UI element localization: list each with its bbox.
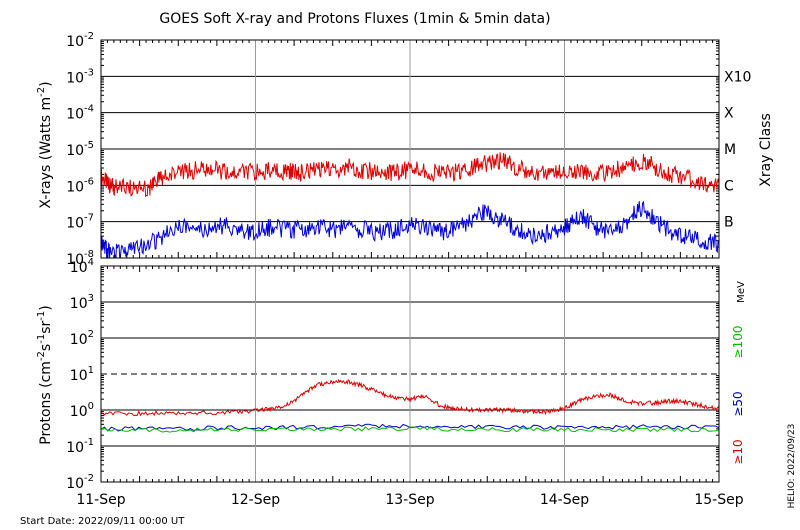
protons-y-axis-label-mid2: sr — [38, 320, 54, 333]
series-line — [101, 426, 719, 433]
y-tick-label: 10-2 — [66, 473, 94, 492]
y-tick-label: 102 — [70, 329, 94, 348]
series-line — [101, 200, 719, 258]
mev-axis-title: MeV — [736, 281, 747, 303]
panel-frame — [100, 265, 720, 483]
y-tick-label: 100 — [70, 401, 94, 420]
protons-y-axis-label-sup3: -1 — [36, 311, 47, 321]
chart-layer: 10-810-710-610-510-410-310-2BCMXX1010-21… — [66, 31, 751, 508]
y-tick-label: 104 — [70, 257, 94, 276]
y-tick-label: 10-3 — [66, 67, 94, 86]
protons-y-axis-label-sup1: -2 — [36, 351, 47, 361]
x-tick-label: 15-Sep — [694, 492, 743, 508]
start-date-label: Start Date: 2022/09/11 00:00 UT — [20, 516, 185, 527]
protons-y-axis-label-end: ) — [38, 305, 54, 310]
series-line — [101, 378, 719, 417]
y-tick-label: 10-1 — [66, 437, 94, 456]
xray-class-axis-title: Xray Class — [758, 113, 774, 187]
protons-y-axis-label: Protons (cm-2s-1sr-1) — [36, 305, 54, 444]
xray-class-label: X — [724, 106, 734, 122]
chart-title: GOES Soft X-ray and Protons Fluxes (1min… — [159, 11, 550, 27]
xray-class-label: C — [724, 178, 734, 194]
y-tick-label: 101 — [70, 365, 94, 384]
panel-frame — [100, 39, 720, 259]
protons-y-axis-label-main: Protons (cm — [38, 361, 54, 445]
x-tick-label: 14-Sep — [540, 492, 589, 508]
energy-label: ≥10 — [731, 439, 745, 464]
y-tick-label: 10-7 — [66, 213, 94, 232]
x-tick-label: 13-Sep — [385, 492, 434, 508]
energy-label: ≥50 — [731, 391, 745, 416]
series-line — [101, 152, 719, 198]
x-tick-label: 12-Sep — [231, 492, 280, 508]
y-tick-label: 10-6 — [66, 176, 94, 195]
y-tick-label: 10-4 — [66, 104, 94, 123]
helio-date-label: HELIO: 2022/09/23 — [787, 424, 797, 509]
xray-y-axis-label: X-rays (Watts m-2) — [36, 81, 54, 208]
xray-y-axis-label-sup: -2 — [36, 87, 47, 97]
protons-y-axis-label-sup2: -1 — [36, 334, 47, 344]
y-tick-label: 103 — [70, 293, 94, 312]
protons-y-axis-label-mid1: s — [38, 344, 54, 351]
y-tick-label: 10-8 — [66, 249, 94, 268]
xray-class-label: X10 — [724, 69, 751, 85]
y-tick-label: 10-2 — [66, 31, 94, 50]
energy-label: ≥100 — [731, 326, 745, 359]
xray-class-label: B — [724, 215, 734, 231]
xray-class-label: M — [724, 142, 736, 158]
xray-y-axis-label-end: ) — [38, 81, 54, 86]
x-tick-label: 11-Sep — [76, 492, 125, 508]
y-tick-label: 10-5 — [66, 140, 94, 159]
xray-y-axis-label-main: X-rays (Watts m — [38, 97, 54, 209]
